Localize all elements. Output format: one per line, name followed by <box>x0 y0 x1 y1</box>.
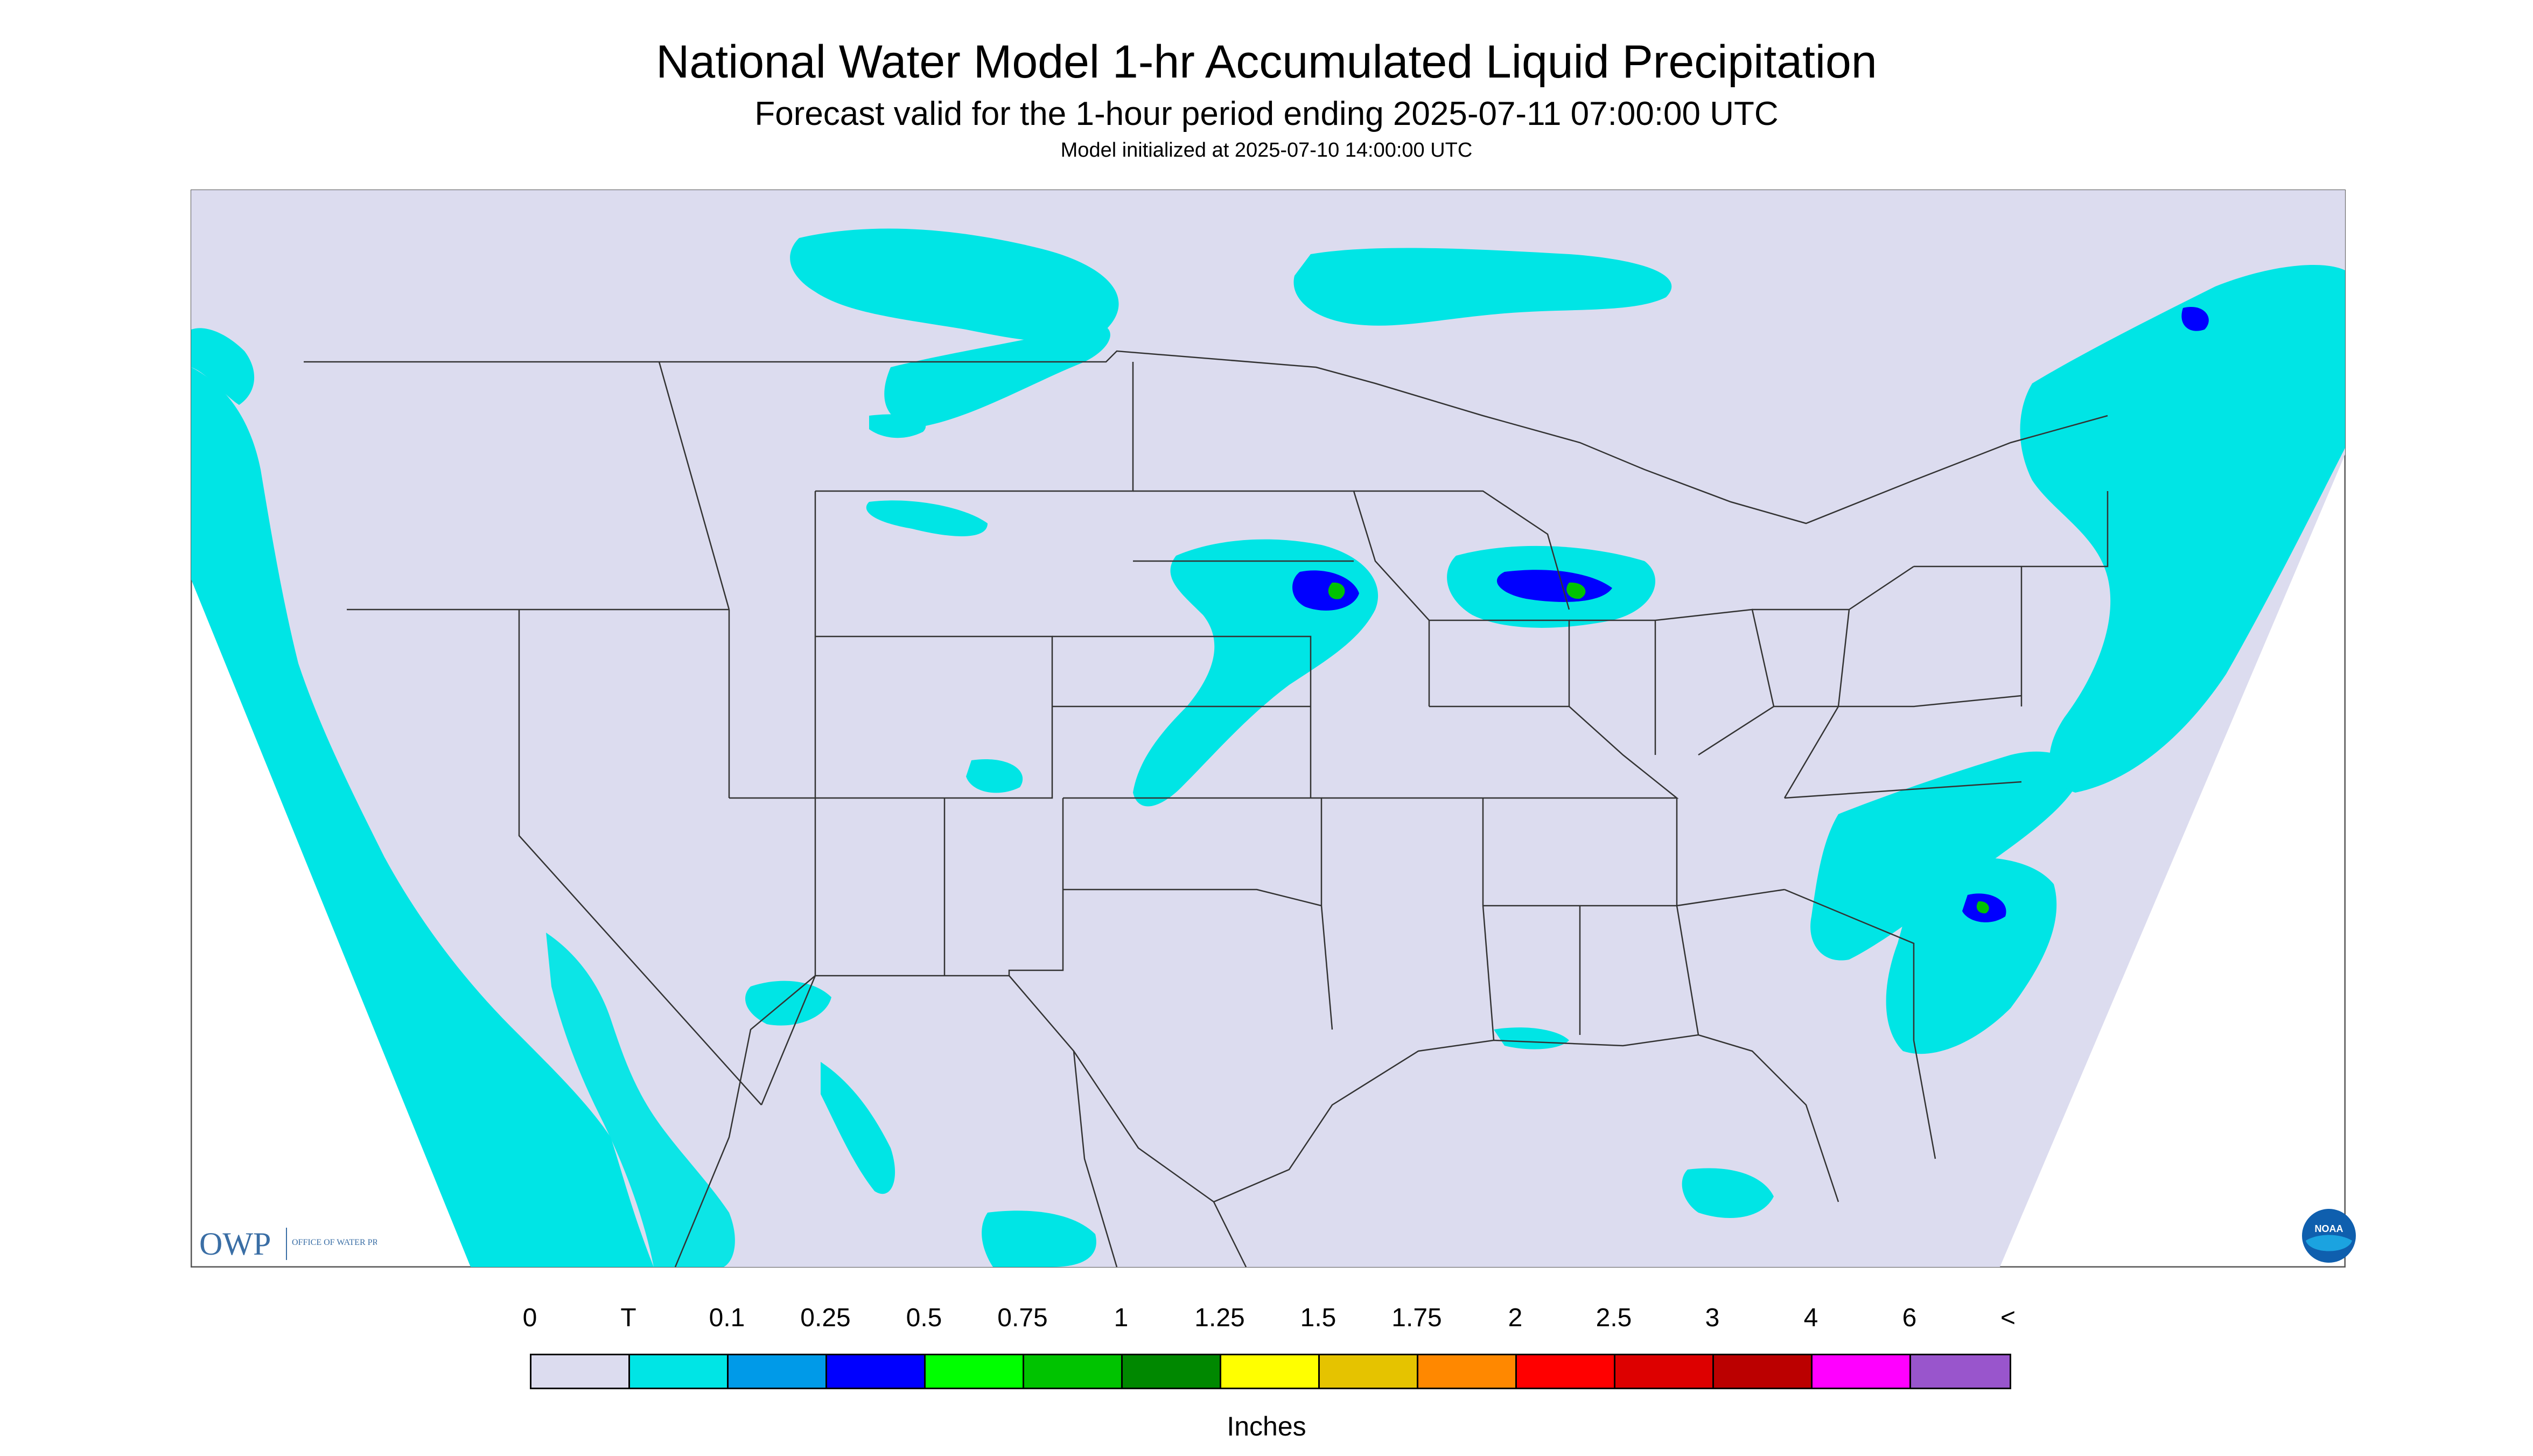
legend-swatch <box>1714 1355 1813 1388</box>
legend-swatch <box>531 1355 630 1388</box>
precip-area-heavy-quebec <box>2181 307 2209 331</box>
legend-label: 1.25 <box>1194 1304 1245 1332</box>
legend-swatch <box>827 1355 926 1388</box>
map-title: National Water Model 1-hr Accumulated Li… <box>656 36 1877 88</box>
precip-area-baja <box>546 933 735 1267</box>
legend-label: T <box>620 1304 636 1332</box>
precip-area-gulf-south <box>1682 1168 1774 1218</box>
legend-labels: 0 T 0.1 0.25 0.5 0.75 1 1.25 1.5 1.75 2 2.5 3 4 6 < <box>0 1303 2533 1341</box>
precip-area-ontario <box>1293 248 1672 326</box>
precip-area-dakotas <box>884 324 1110 426</box>
legend-label: 3 <box>1705 1304 1720 1332</box>
legend-swatch <box>1221 1355 1320 1388</box>
precipitation-map <box>191 190 2346 1268</box>
legend-label: 2 <box>1508 1304 1523 1332</box>
precip-area-pacific <box>191 367 654 1267</box>
legend-label: 6 <box>1902 1304 1917 1332</box>
precip-area-new-mexico <box>966 759 1023 793</box>
legend-swatch <box>1911 1355 2010 1388</box>
legend-label: 1.75 <box>1391 1304 1442 1332</box>
legend-swatch <box>1615 1355 1714 1388</box>
precip-area-sierra-madre <box>821 1062 895 1194</box>
precip-area-peak-atlantic <box>1976 901 1989 914</box>
precip-area-norcal-coast <box>191 328 255 405</box>
map-subtitle: Forecast valid for the 1-hour period end… <box>754 95 1779 132</box>
legend-label: 2.5 <box>1596 1304 1632 1332</box>
legend-label: 1 <box>1114 1304 1129 1332</box>
legend-label: 0 <box>522 1304 537 1332</box>
precip-area-peak-iowa <box>1328 582 1345 599</box>
legend-swatch <box>1517 1355 1615 1388</box>
legend-swatch <box>630 1355 729 1388</box>
noaa-logo: NOAA <box>2299 1206 2359 1268</box>
owp-logo-subtext: OFFICE OF WATER PREDICTION <box>292 1238 377 1247</box>
legend-label: 1.5 <box>1300 1304 1337 1332</box>
legend-swatch <box>1123 1355 1221 1388</box>
precip-area-carolinas <box>1810 751 2077 961</box>
legend-label: < <box>2000 1304 2016 1332</box>
legend-swatch <box>926 1355 1024 1388</box>
state-boundaries <box>304 350 2109 1268</box>
precip-area-saskatchewan <box>790 228 1119 342</box>
legend-swatch <box>1813 1355 1911 1388</box>
owp-logo: OWP OFFICE OF WATER PREDICTION <box>199 1222 419 1268</box>
precip-area-atlantic <box>1886 857 2057 1054</box>
precip-area-peak-chicago <box>1566 582 1586 599</box>
precip-area-new-england <box>2020 265 2345 793</box>
owp-logo-text: OWP <box>199 1226 271 1262</box>
precip-area-gulf-coast <box>1494 1027 1569 1049</box>
legend-label: 0.5 <box>906 1304 942 1332</box>
legend-units: Inches <box>1227 1411 1306 1441</box>
legend-swatch <box>729 1355 827 1388</box>
color-legend <box>530 1354 2011 1389</box>
model-init-line: Model initialized at 2025-07-10 14:00:00… <box>1060 139 1473 162</box>
precip-area-nebraska <box>866 500 988 536</box>
legend-swatch <box>1320 1355 1418 1388</box>
precip-area-heavy-iowa <box>1292 570 1359 611</box>
precip-area-mexico-border <box>745 981 831 1026</box>
model-domain <box>191 190 2345 1267</box>
legend-label: 0.75 <box>997 1304 1048 1332</box>
legend-label: 0.1 <box>709 1304 745 1332</box>
legend-swatch <box>1024 1355 1123 1388</box>
legend-label: 0.25 <box>800 1304 851 1332</box>
precip-area-southern-mexico <box>982 1210 1096 1267</box>
legend-swatch <box>1418 1355 1517 1388</box>
noaa-logo-text: NOAA <box>2315 1223 2343 1234</box>
legend-label: 4 <box>1803 1304 1818 1332</box>
